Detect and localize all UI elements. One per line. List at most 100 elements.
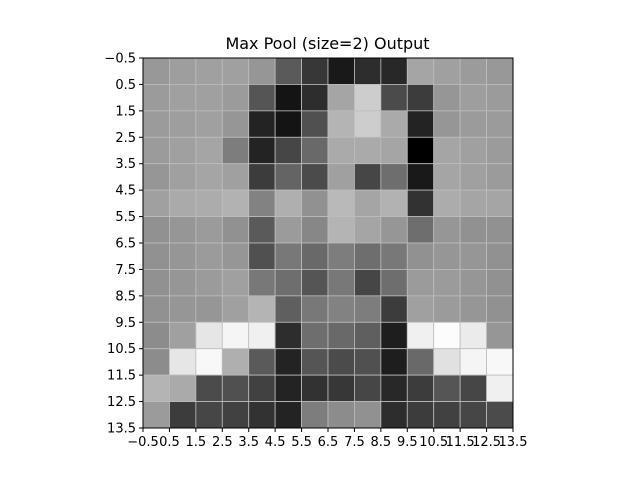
- heatmap-cell-r11-c12: [459, 348, 487, 376]
- heatmap-cell-r9-c6: [301, 295, 329, 323]
- y-tick-label: 7.5: [115, 263, 136, 278]
- heatmap-cell-r6-c11: [433, 216, 461, 244]
- heatmap-cell-r3-c13: [486, 136, 514, 165]
- heatmap-cell-r8-c11: [433, 269, 461, 297]
- heatmap-cell-r1-c5: [274, 84, 302, 112]
- y-tick-label: 12.5: [107, 395, 136, 410]
- heatmap-cell-r9-c1: [169, 295, 197, 323]
- heatmap-cell-r9-c9: [380, 295, 408, 323]
- heatmap-cell-r13-c6: [301, 401, 329, 429]
- y-tick-label: 6.5: [115, 237, 136, 252]
- heatmap-cell-r0-c2: [195, 57, 223, 85]
- x-tick-label: 9.5: [397, 435, 418, 450]
- heatmap-cell-r0-c10: [406, 57, 435, 85]
- x-tick-label: 13.5: [499, 435, 528, 450]
- heatmap-cell-r10-c6: [301, 321, 329, 350]
- heatmap-cell-r7-c4: [248, 242, 276, 270]
- heatmap-cell-r1-c1: [169, 84, 197, 112]
- heatmap-cell-r12-c9: [380, 374, 408, 402]
- heatmap-cell-r2-c1: [169, 110, 197, 138]
- heatmap-cell-r11-c5: [274, 348, 302, 376]
- heatmap-cell-r0-c7: [327, 57, 355, 85]
- x-tick-label: 1.5: [186, 435, 207, 450]
- heatmap-cell-r13-c10: [406, 401, 435, 429]
- heatmap-cell-r4-c1: [169, 163, 197, 191]
- heatmap-cell-r5-c6: [301, 189, 329, 217]
- heatmap-cell-r7-c10: [406, 242, 435, 270]
- heatmap-cell-r10-c1: [169, 321, 197, 350]
- y-tick-label: −0.5: [104, 52, 136, 67]
- heatmap-cell-r5-c10: [406, 189, 435, 217]
- heatmap-cell-r10-c12: [459, 321, 487, 350]
- heatmap-cell-r12-c12: [459, 374, 487, 402]
- heatmap-cell-r1-c4: [248, 84, 276, 112]
- heatmap-cell-r5-c5: [274, 189, 302, 217]
- heatmap-cell-r10-c4: [248, 321, 276, 350]
- heatmap-cell-r5-c7: [327, 189, 355, 217]
- heatmap-cell-r12-c8: [354, 374, 382, 402]
- heatmap-cell-r10-c5: [274, 321, 302, 350]
- y-axis: −0.5 0.5 1.5 2.5 3.5 4.5 5.5 6.5 7.5 8.5 9.5 10.5 11…: [104, 52, 143, 437]
- x-tick-label: 6.5: [318, 435, 339, 450]
- heatmap-cell-r4-c7: [327, 163, 355, 191]
- y-tick-label: 4.5: [115, 184, 136, 199]
- heatmap-cell-r5-c1: [169, 189, 197, 217]
- heatmap-cell-r12-c1: [169, 374, 197, 402]
- heatmap-cell-r1-c10: [406, 84, 435, 112]
- heatmap-cell-r13-c8: [354, 401, 382, 429]
- heatmap-cell-r0-c8: [354, 57, 382, 85]
- heatmap-cell-r7-c3: [221, 242, 250, 270]
- heatmap-cell-r11-c9: [380, 348, 408, 376]
- heatmap-cell-r13-c0: [142, 401, 170, 429]
- heatmap-cell-r11-c13: [486, 348, 514, 376]
- heatmap-cell-r0-c12: [459, 57, 487, 85]
- heatmap-cell-r2-c11: [433, 110, 461, 138]
- heatmap-cell-r8-c3: [221, 269, 250, 297]
- heatmap-cell-r2-c4: [248, 110, 276, 138]
- heatmap-cell-r13-c2: [195, 401, 223, 429]
- heatmap-cell-r12-c4: [248, 374, 276, 402]
- x-axis: −0.5 0.5 1.5 2.5 3.5 4.5 5.5 6.5 7.5 8.5 9.5 10.511…: [127, 428, 527, 450]
- heatmap-cell-r2-c10: [406, 110, 435, 138]
- heatmap-cell-r6-c8: [354, 216, 382, 244]
- heatmap-cell-r8-c13: [486, 269, 514, 297]
- heatmap-cell-r1-c12: [459, 84, 487, 112]
- heatmap-cell-r0-c4: [248, 57, 276, 85]
- heatmap-cell-r3-c0: [142, 136, 170, 165]
- heatmap-cell-r7-c12: [459, 242, 487, 270]
- heatmap-cell-r11-c7: [327, 348, 355, 376]
- heatmap-cell-r4-c11: [433, 163, 461, 191]
- heatmap-cell-r9-c12: [459, 295, 487, 323]
- x-tick-label: 3.5: [238, 435, 259, 450]
- heatmap-cell-r9-c3: [221, 295, 250, 323]
- heatmap-cell-r4-c8: [354, 163, 382, 191]
- y-tick-label: 13.5: [107, 422, 136, 437]
- heatmap-cell-r6-c5: [274, 216, 302, 244]
- heatmap-cell-r6-c12: [459, 216, 487, 244]
- heatmap-cell-r10-c13: [486, 321, 514, 350]
- heatmap-cell-r7-c2: [195, 242, 223, 270]
- x-tick-label: 8.5: [371, 435, 392, 450]
- heatmap-cell-r7-c0: [142, 242, 170, 270]
- heatmap-cell-r5-c8: [354, 189, 382, 217]
- heatmap-cell-r12-c11: [433, 374, 461, 402]
- heatmap-cell-r0-c3: [221, 57, 250, 85]
- heatmap-cell-r2-c8: [354, 110, 382, 138]
- heatmap-cell-r9-c5: [274, 295, 302, 323]
- heatmap-cell-r6-c7: [327, 216, 355, 244]
- heatmap-cell-r2-c9: [380, 110, 408, 138]
- heatmap-cell-r10-c10: [406, 321, 435, 350]
- heatmap-cell-r6-c4: [248, 216, 276, 244]
- heatmap-cell-r6-c1: [169, 216, 197, 244]
- heatmap-cell-r9-c4: [248, 295, 276, 323]
- x-tick-label: −0.5: [127, 435, 159, 450]
- heatmap-cell-r6-c0: [142, 216, 170, 244]
- heatmap-cell-r5-c11: [433, 189, 461, 217]
- heatmap-cell-r8-c4: [248, 269, 276, 297]
- heatmap-cell-r11-c0: [142, 348, 170, 376]
- heatmap-cell-r8-c8: [354, 269, 382, 297]
- heatmap-cell-r9-c11: [433, 295, 461, 323]
- heatmap-cell-r12-c2: [195, 374, 223, 402]
- heatmap-cell-r12-c7: [327, 374, 355, 402]
- x-tick-label: 4.5: [265, 435, 286, 450]
